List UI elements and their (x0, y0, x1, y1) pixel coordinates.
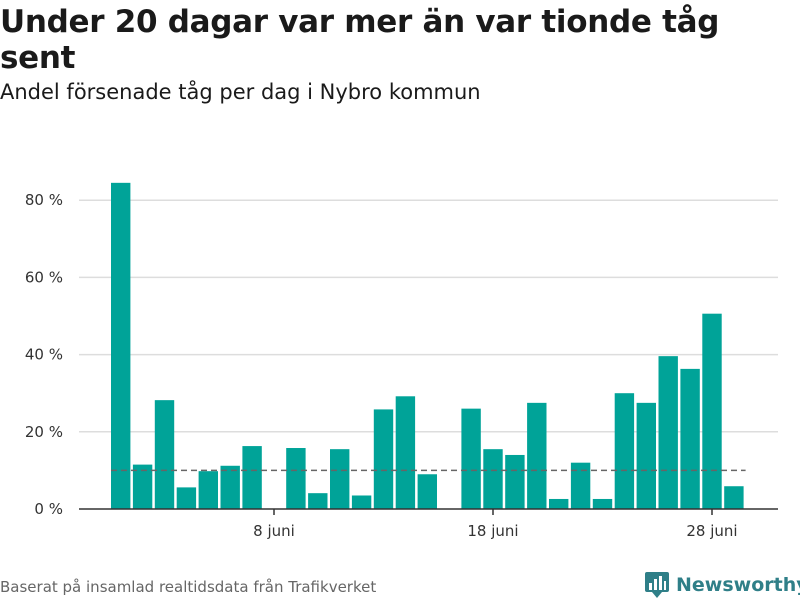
bar[interactable] (395, 396, 416, 509)
bar[interactable] (242, 446, 262, 509)
bar[interactable] (483, 449, 503, 509)
bar[interactable] (176, 487, 197, 509)
bar[interactable] (570, 462, 591, 509)
bar[interactable] (614, 393, 635, 509)
x-tick-label: 8 juni (253, 522, 295, 540)
source-note: Baserat på insamlad realtidsdata från Tr… (0, 578, 377, 596)
bar[interactable] (724, 486, 744, 509)
bar[interactable] (636, 402, 656, 509)
x-tick-label: 28 juni (686, 522, 737, 540)
brand-name: Newsworthy (676, 574, 800, 596)
bar[interactable] (527, 402, 547, 509)
bar[interactable] (505, 454, 525, 509)
bar[interactable] (373, 409, 394, 509)
y-tick-label: 80 % (25, 191, 63, 209)
bar[interactable] (286, 448, 306, 509)
bar[interactable] (592, 498, 613, 509)
bar[interactable] (330, 449, 350, 509)
brand-logo[interactable]: Newsworthy (644, 570, 800, 600)
x-axis: 8 juni 18 juni 28 juni (79, 508, 778, 540)
bar[interactable] (154, 400, 175, 509)
bar[interactable] (198, 471, 218, 509)
bar[interactable] (132, 464, 153, 509)
bar[interactable] (220, 465, 240, 509)
chart-subtitle: Andel försenade tåg per dag i Nybro komm… (0, 80, 481, 104)
bar[interactable] (111, 182, 131, 509)
bar[interactable] (461, 408, 481, 509)
bar[interactable] (417, 474, 437, 509)
y-tick-label: 0 % (34, 500, 63, 518)
bar[interactable] (549, 498, 569, 509)
bar[interactable] (680, 368, 700, 509)
y-tick-label: 40 % (25, 346, 63, 364)
x-tick-label: 18 juni (467, 522, 518, 540)
bar[interactable] (658, 356, 678, 509)
bar-chart: 0 % 20 % 40 % 60 % 80 % 8 juni 18 juni 28 juni (25, 182, 778, 540)
bars (111, 182, 744, 509)
bar[interactable] (308, 493, 328, 509)
bar[interactable] (702, 313, 722, 509)
chart-title: Under 20 dagar var mer än var tionde tåg… (0, 4, 720, 76)
y-tick-label: 20 % (25, 423, 63, 441)
y-tick-label: 60 % (25, 268, 63, 286)
bar[interactable] (351, 495, 372, 509)
y-axis-labels: 0 % 20 % 40 % 60 % 80 % (25, 191, 63, 518)
bar-chart-logo-icon (645, 572, 669, 598)
